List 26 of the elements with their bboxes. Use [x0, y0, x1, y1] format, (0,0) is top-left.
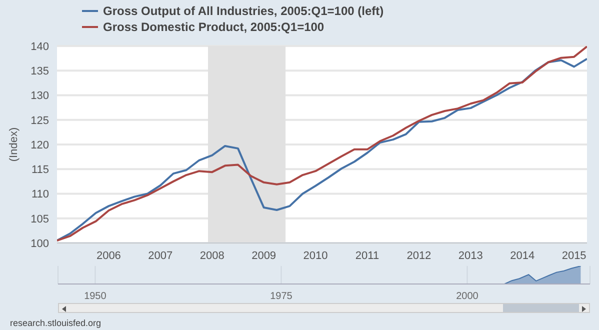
- x-tick-label: 2000: [456, 291, 479, 302]
- y-tick-label: 110: [31, 188, 49, 201]
- x-tick-label: 2012: [406, 250, 432, 262]
- x-tick-label: 2014: [510, 250, 535, 262]
- x-tick-label: 2008: [200, 250, 224, 262]
- y-tick-label: 105: [30, 213, 49, 226]
- y-tick-label: 130: [30, 90, 49, 102]
- y-tick-label: 140: [30, 40, 49, 53]
- y-tick-label: 100: [30, 238, 49, 250]
- x-tick-label: 2011: [355, 250, 380, 262]
- x-tick-label: 1950: [84, 291, 107, 302]
- x-tick-label: 2015: [562, 250, 586, 262]
- y-tick-label: 120: [30, 139, 49, 152]
- x-tick-label: 2007: [148, 250, 173, 262]
- x-tick-label: 2010: [303, 250, 328, 262]
- y-tick-label: 125: [30, 114, 49, 127]
- y-axis-title: (Index): [8, 127, 20, 162]
- legend-label: Gross Output of All Industries, 2005:Q1=100 (left): [103, 3, 384, 19]
- x-tick-label: 2013: [458, 250, 483, 262]
- text: research.stlouisfed.org: [10, 318, 102, 328]
- legend-label: Gross Domestic Product, 2005:Q1=100: [103, 19, 324, 35]
- y-tick-label: 135: [30, 66, 49, 78]
- x-tick-label: 1975: [270, 291, 293, 302]
- x-tick-label: 2006: [96, 250, 121, 262]
- y-tick-label: 115: [31, 164, 49, 176]
- x-tick-label: 2009: [252, 250, 276, 262]
